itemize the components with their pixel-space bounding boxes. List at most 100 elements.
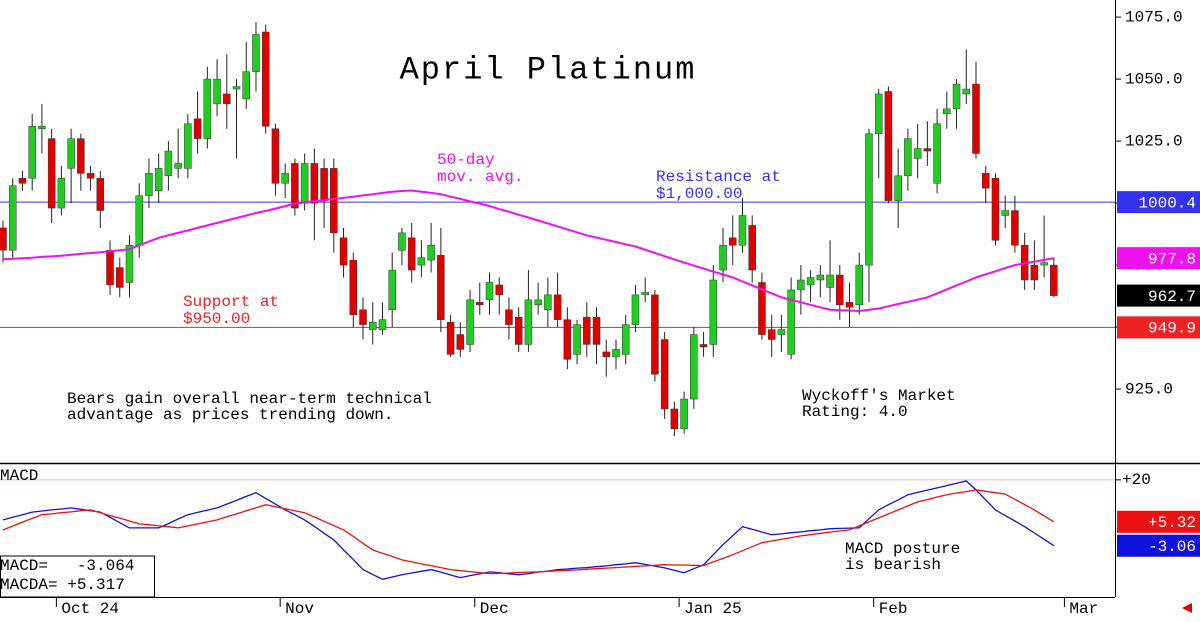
candle-body xyxy=(748,225,756,271)
candle-body xyxy=(894,175,902,201)
candle-body xyxy=(651,294,659,375)
readout-box xyxy=(0,555,155,598)
chart-title: April Platinum xyxy=(400,51,697,88)
candle-body xyxy=(660,339,669,410)
moving-average xyxy=(2,189,1054,313)
candle-body xyxy=(865,133,873,266)
level-value: 949.9 xyxy=(1148,320,1196,338)
level-label-line: $950.00 xyxy=(183,310,250,328)
candle-body xyxy=(378,319,387,330)
candle-body xyxy=(962,88,971,95)
last-price-box xyxy=(1117,284,1200,307)
candle-body xyxy=(553,294,562,320)
macd-annotation: MACD posture is bearish xyxy=(845,540,960,574)
candle-body xyxy=(193,118,202,139)
candle-body xyxy=(884,91,893,201)
y-tick-label: 1050.0 xyxy=(1125,70,1183,88)
candle-body xyxy=(67,138,75,169)
candle-body xyxy=(699,344,708,348)
candle-body xyxy=(612,349,620,358)
candle-body xyxy=(77,138,85,174)
x-tick-label: Dec xyxy=(480,600,509,618)
candle-body xyxy=(145,173,153,196)
candle-body xyxy=(583,316,591,345)
candle-body xyxy=(495,284,503,296)
candle-body xyxy=(476,302,484,306)
candle-body xyxy=(28,125,36,179)
macd-value-box xyxy=(1117,510,1200,533)
candle-body xyxy=(57,178,66,209)
candle-body xyxy=(320,168,328,201)
candle-body xyxy=(855,264,863,306)
annotation: Bears gain overall near-term technical ad… xyxy=(67,390,432,424)
candle-body xyxy=(184,123,192,169)
candle-body xyxy=(300,163,309,204)
macd-line xyxy=(2,489,1055,575)
candle-body xyxy=(943,108,951,115)
macd-readout: MACD= -3.064 xyxy=(0,557,134,575)
candle-body xyxy=(8,185,17,251)
candle-body xyxy=(232,86,241,90)
candle-body xyxy=(417,257,426,266)
candle-body xyxy=(758,282,766,335)
candle-body xyxy=(271,128,280,184)
x-tick-label: Jan 25 xyxy=(684,600,742,618)
moving-average-label: 50-day mov. avg. xyxy=(437,151,523,186)
candle-body xyxy=(261,31,270,127)
candle-body xyxy=(514,316,523,345)
candle-body xyxy=(972,83,980,154)
moving-average-value: 977.8 xyxy=(1148,250,1196,268)
candle-body xyxy=(174,163,182,169)
candle-body xyxy=(38,125,46,129)
level-label-line: Resistance at xyxy=(656,168,781,186)
annotation-line: Rating: 4.0 xyxy=(802,403,908,421)
candle-body xyxy=(534,299,542,306)
candle-body xyxy=(437,254,445,320)
moving-average-value-box xyxy=(1117,247,1200,270)
macd-readout: MACDA= +5.317 xyxy=(0,576,125,594)
x-tick-label: Feb xyxy=(879,600,908,618)
candle-body xyxy=(398,232,406,251)
candle-body xyxy=(339,237,348,266)
candle-body xyxy=(680,398,688,430)
macd-title: MACD xyxy=(0,467,38,485)
level-value-box xyxy=(1117,191,1200,214)
candle-body xyxy=(388,269,396,310)
candle-body xyxy=(252,34,260,72)
candle-body xyxy=(719,245,727,271)
candle-body xyxy=(456,334,465,350)
macd-value-box xyxy=(1117,534,1200,557)
level-value: 1000.4 xyxy=(1138,194,1196,212)
x-tick-label: Nov xyxy=(285,600,314,618)
candle-body xyxy=(330,168,338,234)
candle-body xyxy=(836,274,844,306)
candle-body xyxy=(767,329,776,340)
candle-body xyxy=(106,249,114,286)
candle-body xyxy=(816,274,825,281)
candle-body xyxy=(1011,210,1019,246)
x-tick-label: Mar xyxy=(1069,600,1098,618)
candle-body xyxy=(1001,210,1009,216)
candle-body xyxy=(544,294,552,310)
scroll-arrow[interactable] xyxy=(1182,603,1192,613)
candle-body xyxy=(729,237,737,246)
macd-annotation-line: is bearish xyxy=(845,556,941,574)
annotation: Wyckoff's Market Rating: 4.0 xyxy=(802,387,956,421)
macd-value: +5.32 xyxy=(1148,514,1196,532)
candle-body xyxy=(485,282,494,301)
candle-body xyxy=(154,168,163,191)
candle-body xyxy=(1050,264,1058,296)
candle-body xyxy=(1030,264,1039,281)
macd-line xyxy=(2,480,1055,580)
candle-body xyxy=(291,163,299,209)
candle-body xyxy=(116,267,124,288)
annotation-line: Bears gain overall near-term technical xyxy=(67,390,432,408)
level-label: Resistance at $1,000.00 xyxy=(656,168,781,203)
annotation-line: advantage as prices trending down. xyxy=(67,406,393,424)
annotation-line: Wyckoff's Market xyxy=(802,387,956,405)
candle-body xyxy=(310,163,319,204)
macd-value: -3.06 xyxy=(1148,538,1196,556)
y-tick-label: 1025.0 xyxy=(1125,132,1183,150)
